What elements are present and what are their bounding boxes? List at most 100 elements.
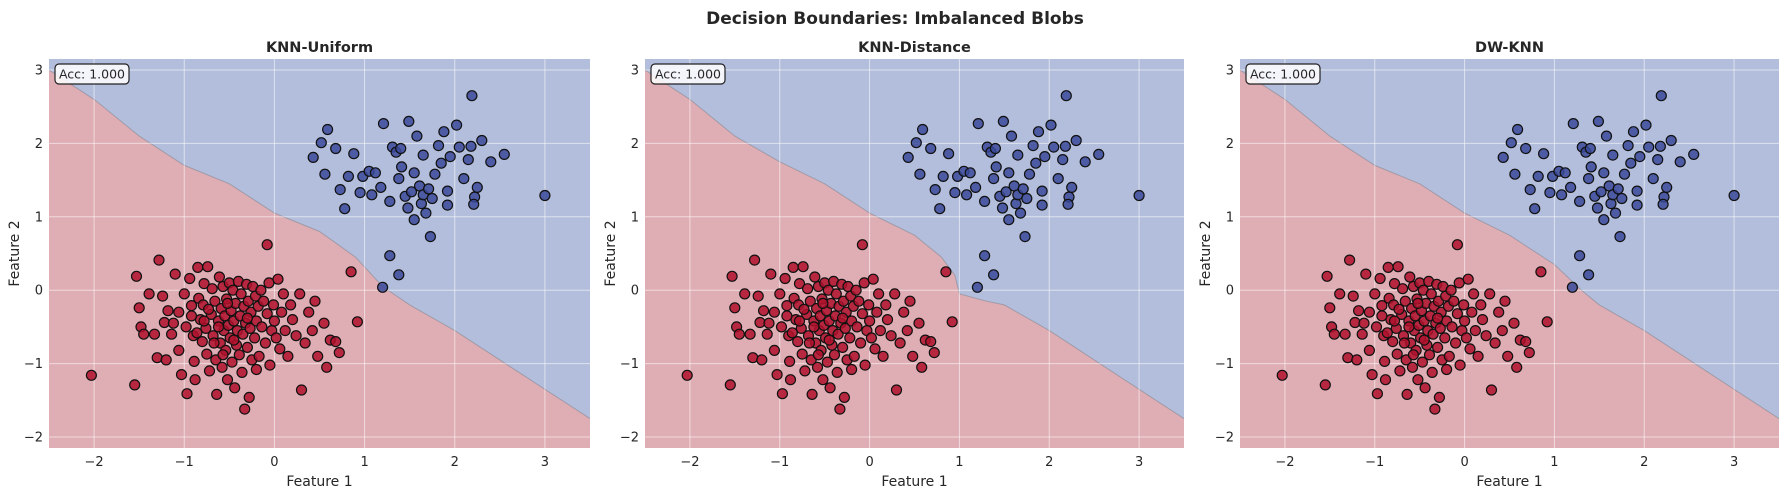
data-point-class0 [1535, 266, 1547, 278]
data-point-class0 [925, 336, 937, 348]
data-point-class0 [216, 361, 228, 373]
data-point-class1 [377, 281, 389, 293]
data-point-class0 [863, 299, 875, 311]
data-point-class0 [786, 327, 798, 339]
data-point-class1 [429, 168, 441, 180]
y-tick-label: 3 [631, 64, 639, 79]
data-point-class1 [405, 186, 418, 198]
data-point-class0 [763, 317, 775, 329]
data-point-class0 [901, 325, 913, 337]
data-point-class0 [854, 337, 867, 349]
data-point-class0 [276, 306, 288, 318]
data-point-class0 [258, 295, 270, 307]
data-point-class1 [1584, 142, 1596, 155]
data-point-class0 [1520, 336, 1532, 348]
y-tick-label: 2 [35, 137, 43, 152]
data-point-class0 [1466, 306, 1478, 318]
data-point-class0 [1460, 332, 1473, 344]
data-point-class1 [348, 148, 360, 160]
data-point-class0 [1412, 374, 1424, 386]
data-point-class0 [1469, 325, 1482, 337]
data-point-class1 [1657, 198, 1669, 210]
data-point-class0 [239, 403, 251, 415]
data-point-class1 [1665, 134, 1677, 147]
data-point-class0 [1502, 350, 1514, 362]
data-point-class1 [384, 195, 396, 207]
data-point-class1 [942, 148, 955, 160]
data-point-class0 [756, 354, 768, 366]
data-point-class1 [1045, 119, 1057, 131]
data-point-class0 [1489, 337, 1501, 349]
data-point-class1 [466, 90, 478, 102]
data-point-class1 [1559, 167, 1571, 179]
data-point-class1 [369, 167, 381, 179]
data-point-class1 [949, 187, 961, 199]
data-point-class0 [853, 295, 865, 307]
data-point-class0 [241, 341, 253, 353]
data-point-class1 [1625, 157, 1637, 169]
data-point-class1 [1036, 199, 1048, 211]
data-point-class1 [1048, 141, 1060, 153]
data-point-class0 [793, 315, 806, 327]
data-point-class1 [1036, 185, 1048, 197]
y-axis-label: Feature 2 [603, 220, 619, 286]
x-tick-label: −1 [1365, 455, 1384, 470]
data-point-class0 [1382, 261, 1394, 273]
data-point-class0 [839, 322, 851, 334]
data-point-class0 [1351, 354, 1363, 366]
data-point-class1 [1640, 119, 1652, 131]
data-point-class1 [1582, 173, 1595, 185]
data-point-class1 [1060, 90, 1072, 102]
data-point-class0 [1370, 321, 1383, 333]
y-tick-label: 3 [1226, 64, 1234, 79]
data-point-class0 [274, 343, 286, 355]
data-point-class0 [1412, 297, 1424, 309]
data-point-class0 [809, 271, 821, 283]
data-point-class0 [286, 314, 299, 326]
data-point-class0 [792, 336, 804, 348]
data-point-class0 [881, 314, 894, 326]
data-point-class1 [1582, 269, 1595, 281]
data-point-class1 [1564, 181, 1577, 193]
data-point-class0 [872, 288, 885, 300]
data-point-class1 [1062, 198, 1074, 210]
data-point-class0 [1392, 261, 1404, 273]
x-tick-label: −2 [1275, 455, 1294, 470]
data-point-class0 [1429, 403, 1441, 415]
data-point-class1 [1567, 117, 1579, 130]
y-tick-label: −1 [24, 357, 43, 372]
data-point-class0 [282, 350, 294, 362]
data-point-class0 [191, 327, 203, 339]
x-axis-label: Feature 1 [1476, 474, 1542, 490]
data-point-class0 [1418, 334, 1430, 346]
data-point-class0 [1347, 290, 1359, 302]
data-point-class0 [1508, 317, 1520, 329]
data-point-class0 [198, 315, 210, 327]
x-tick-label: 2 [1640, 455, 1648, 470]
data-point-class0 [1360, 268, 1372, 280]
data-point-class0 [1369, 288, 1381, 300]
data-point-class1 [996, 202, 1009, 214]
data-point-class0 [196, 336, 208, 348]
data-point-class0 [249, 332, 261, 344]
data-point-class1 [1622, 140, 1634, 152]
data-point-class0 [237, 328, 249, 340]
data-point-class0 [151, 352, 163, 364]
data-point-class1 [934, 203, 946, 215]
y-tick-label: −2 [24, 430, 43, 445]
data-point-class1 [1003, 214, 1015, 226]
data-point-class0 [1374, 272, 1386, 285]
data-point-class0 [1394, 365, 1406, 377]
panel-1: −2 −1 0 1 2 3 −2 −1 0 1 2 3 KNN-Uniform Feature 1 Feat… [7, 40, 590, 490]
data-point-class1 [1598, 167, 1610, 179]
data-point-class0 [1439, 332, 1451, 344]
data-point-class1 [987, 173, 1000, 185]
data-point-class1 [354, 187, 366, 199]
data-point-class0 [253, 350, 265, 362]
data-point-class0 [211, 388, 223, 400]
data-point-class0 [733, 328, 745, 340]
data-point-class1 [451, 119, 463, 131]
data-point-class1 [1505, 137, 1517, 149]
data-point-class1 [1070, 134, 1082, 147]
plot-area [49, 59, 590, 448]
